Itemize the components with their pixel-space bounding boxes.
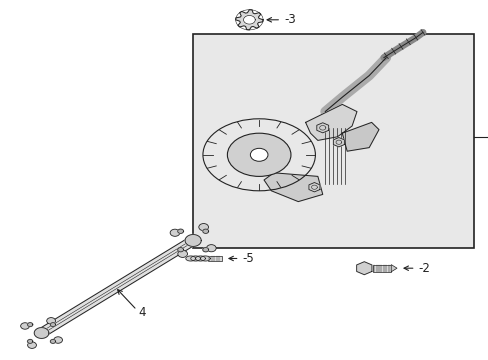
Polygon shape — [50, 323, 56, 327]
Ellipse shape — [170, 229, 180, 236]
Polygon shape — [38, 237, 197, 336]
Polygon shape — [203, 229, 208, 233]
Polygon shape — [185, 235, 201, 246]
Ellipse shape — [227, 133, 290, 176]
Polygon shape — [177, 248, 183, 252]
Polygon shape — [190, 256, 200, 261]
Text: -2: -2 — [418, 262, 429, 275]
Text: -3: -3 — [284, 13, 296, 26]
Polygon shape — [342, 122, 378, 151]
Polygon shape — [316, 123, 328, 133]
Ellipse shape — [47, 318, 55, 324]
Polygon shape — [203, 248, 208, 252]
Ellipse shape — [178, 250, 187, 257]
Polygon shape — [333, 138, 344, 147]
Polygon shape — [305, 104, 356, 140]
Polygon shape — [34, 328, 49, 338]
Polygon shape — [27, 339, 33, 343]
Circle shape — [250, 148, 267, 161]
Bar — [193, 34, 473, 248]
Ellipse shape — [206, 245, 216, 252]
Bar — [372, 265, 390, 272]
Ellipse shape — [54, 337, 62, 343]
Bar — [207, 256, 222, 261]
Polygon shape — [177, 229, 183, 233]
Ellipse shape — [199, 224, 208, 231]
Polygon shape — [356, 262, 371, 275]
Polygon shape — [200, 256, 210, 261]
Text: -5: -5 — [242, 252, 254, 265]
Polygon shape — [243, 15, 255, 24]
Polygon shape — [235, 10, 263, 30]
Polygon shape — [264, 173, 322, 202]
Polygon shape — [390, 265, 396, 272]
Ellipse shape — [28, 342, 37, 348]
Text: 4: 4 — [138, 306, 145, 319]
Polygon shape — [50, 339, 56, 343]
Polygon shape — [308, 183, 319, 192]
Ellipse shape — [20, 323, 29, 329]
Polygon shape — [195, 256, 205, 261]
Polygon shape — [27, 323, 33, 327]
Polygon shape — [185, 256, 195, 261]
